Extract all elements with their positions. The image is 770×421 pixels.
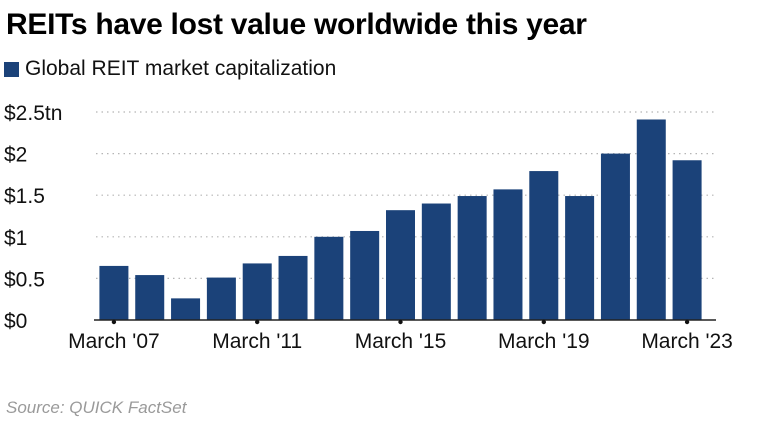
y-tick-label: $0.5 [4,268,45,291]
legend-label: Global REIT market capitalization [25,57,337,80]
bar [636,119,666,320]
y-tick-label: $1 [4,227,27,250]
bar [600,153,630,320]
bar [386,210,415,320]
x-axis-tick-labels: March '07 March '11 March '15 March '19 Marc… [68,319,733,353]
bar [672,160,702,320]
x-tick-mark [541,319,546,325]
bar [99,265,129,320]
bar [278,255,308,320]
bars [94,119,716,321]
bar [350,230,380,320]
chart-title: REITs have lost value worldwide this yea… [6,8,587,41]
x-tick-label: March '07 [68,330,160,353]
x-tick-label: March '23 [641,330,733,353]
x-tick-mark [398,319,403,325]
bar [242,263,272,320]
y-tick-label: $2 [4,144,27,167]
bar [314,236,344,320]
x-tick-label: March '11 [212,330,302,353]
bar [206,277,236,320]
bar [421,203,451,320]
source-note: Source: QUICK FactSet [6,398,187,417]
bar [171,298,201,320]
y-tick-label: $1.5 [4,185,45,208]
x-tick-mark [111,319,117,325]
y-tick-label: $0 [4,310,27,333]
legend: Global REIT market capitalization [4,57,336,81]
x-tick-mark [255,319,260,325]
bar [457,196,487,320]
legend-swatch [4,61,19,77]
x-tick-mark [684,319,690,325]
y-axis-tick-labels: $0 $0.5 $1 $1.5 $2 $2.5tn [4,102,62,333]
bar [135,275,165,320]
y-tick-label: $2.5tn [4,102,62,125]
bar [493,189,523,320]
bar [565,196,595,320]
x-tick-label: March '15 [355,330,447,353]
bar [529,171,559,320]
x-tick-label: March '19 [498,330,590,353]
